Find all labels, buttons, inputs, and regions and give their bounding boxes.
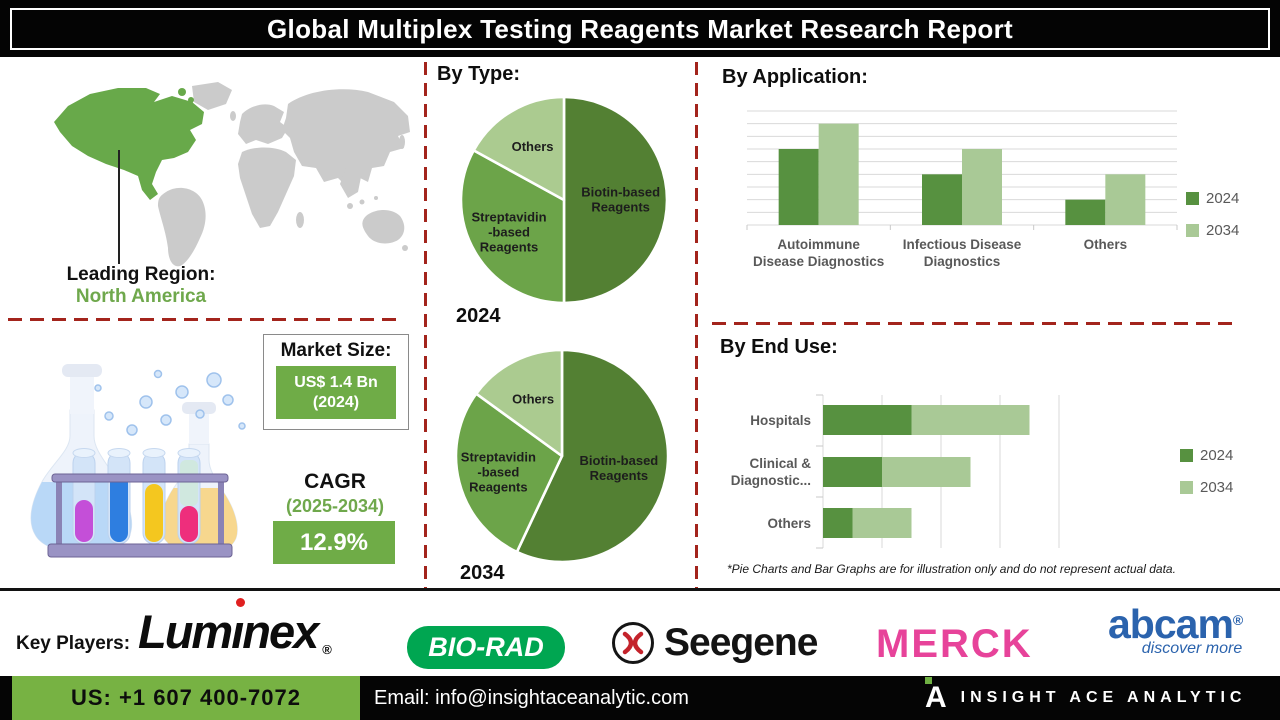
page-title: Global Multiplex Testing Reagents Market… [267, 13, 1013, 44]
continent-africa [238, 147, 296, 228]
subcontinent-india [340, 168, 362, 198]
market-size-value: US$ 1.4 Bn [294, 373, 378, 391]
continent-south-america [158, 187, 206, 267]
continent-europe [238, 104, 288, 144]
brand-letter: A [925, 681, 947, 714]
lab-flasks-illustration [30, 364, 246, 558]
continent-asia [282, 89, 410, 188]
luminex-text: Lum [138, 605, 233, 658]
merck-logo: MERCK [876, 622, 1033, 666]
section-divider-line [0, 588, 1280, 591]
abcam-text: abcam® [1108, 601, 1243, 647]
market-size-label: Market Size: [280, 340, 392, 361]
by-end-use-header: By End Use: [720, 336, 838, 358]
luminex-text-end: nex [242, 605, 319, 658]
svg-text:Others: Others [767, 516, 811, 531]
legend-swatch-2034 [1180, 481, 1193, 494]
market-size-value-box: US$ 1.4 Bn (2024) [276, 366, 396, 419]
stacked-bar-chart-by-end-use: Hospitals Clinical & Diagnostic... Others [731, 394, 1060, 549]
svg-text:Clinical &Diagnostic...: Clinical & Diagnostic... [731, 456, 812, 488]
by-type-header: By Type: [437, 63, 520, 85]
left-red-dashed-divider [8, 318, 398, 321]
world-map [54, 82, 410, 267]
market-size-year: (2024) [312, 393, 360, 411]
application-legend: 2024 2034 [1186, 190, 1239, 254]
svg-text:Others: Others [1084, 237, 1128, 252]
luminex-dotted-i: ı [231, 598, 246, 658]
legend-item-2024: 2024 [1186, 190, 1239, 207]
legend-swatch-2034 [1186, 224, 1199, 237]
pie-chart-by-type-2034: Biotin-based Reagents Streptavidin -based Re… [454, 348, 670, 564]
legend-label-2034: 2034 [1206, 222, 1240, 239]
svg-text:Others: Others [512, 139, 554, 154]
svg-text:Others: Others [512, 391, 554, 406]
seegene-chromosome-icon [612, 622, 654, 664]
abcam-tagline: discover more [1141, 640, 1243, 657]
continent-greenland [192, 82, 232, 110]
footer-bar: US: +1 607 400-7072 Email: info@insighta… [0, 676, 1280, 720]
title-bar: Global Multiplex Testing Reagents Market… [0, 0, 1280, 57]
chart-disclaimer: *Pie Charts and Bar Graphs are for illus… [727, 562, 1176, 576]
pie-chart-by-type-2024: Biotin-based Reagents Streptavidin -based Re… [459, 95, 669, 305]
luminex-registered-mark: ® [322, 642, 332, 657]
red-dashed-separator-right [695, 62, 698, 589]
end-use-legend: 2024 2034 [1180, 447, 1233, 511]
right-red-dashed-divider [712, 322, 1232, 325]
cagr-block: CAGR (2025-2034) [270, 470, 400, 517]
region-north-america [54, 88, 204, 200]
legend-swatch-2024 [1180, 449, 1193, 462]
footer-phone: US: +1 607 400-7072 [71, 685, 301, 710]
legend-label-2034: 2034 [1200, 479, 1234, 496]
leading-region-block: Leading Region: North America [35, 264, 247, 308]
cagr-period: (2025-2034) [285, 496, 385, 516]
by-application-header: By Application: [722, 66, 868, 88]
brand-green-dot-icon [925, 677, 932, 684]
continent-australia [362, 210, 405, 244]
leading-region-value: North America [75, 286, 207, 307]
bar-chart-by-application: Autoimmune Disease Diagnostics Infectious … [746, 110, 1178, 269]
pie-2024-year-label: 2024 [456, 305, 501, 327]
key-players-label: Key Players: [16, 633, 131, 654]
svg-text:Hospitals: Hospitals [750, 413, 811, 428]
legend-item-2024: 2024 [1180, 447, 1233, 464]
map-pointer-line [118, 150, 120, 264]
bio-rad-logo: BIO-RAD [407, 626, 565, 669]
abcam-logo: abcam® discover more [1108, 601, 1243, 658]
cagr-value-box: 12.9% [273, 521, 395, 564]
insight-ace-analytic-logo: A INSIGHT ACE ANALYTIC [925, 676, 1246, 720]
cagr-label: CAGR [304, 470, 366, 493]
legend-item-2034: 2034 [1180, 479, 1233, 496]
seegene-text: Seegene [664, 621, 818, 664]
abcam-registered-mark: ® [1232, 612, 1243, 628]
legend-swatch-2024 [1186, 192, 1199, 205]
legend-item-2034: 2034 [1186, 222, 1239, 239]
luminex-logo: Lumınex ® [138, 598, 332, 659]
market-size-box: Market Size: US$ 1.4 Bn (2024) [263, 334, 409, 430]
pie-2034-year-label: 2034 [460, 562, 505, 584]
legend-label-2024: 2024 [1200, 447, 1234, 464]
footer-email: Email: info@insightaceanalytic.com [374, 686, 689, 709]
seegene-logo: Seegene [610, 620, 818, 666]
bio-rad-text: BIO-RAD [428, 632, 544, 662]
title-border: Global Multiplex Testing Reagents Market… [10, 8, 1270, 50]
brand-a-glyph: A [925, 677, 947, 714]
red-dashed-separator-left [424, 62, 427, 589]
footer-phone-block: US: +1 607 400-7072 [12, 676, 360, 720]
legend-label-2024: 2024 [1206, 190, 1240, 207]
abcam-wordmark: abcam [1108, 601, 1234, 647]
brand-name: INSIGHT ACE ANALYTIC [960, 689, 1247, 706]
leading-region-label: Leading Region: [66, 264, 216, 285]
cagr-value: 12.9% [299, 528, 369, 556]
